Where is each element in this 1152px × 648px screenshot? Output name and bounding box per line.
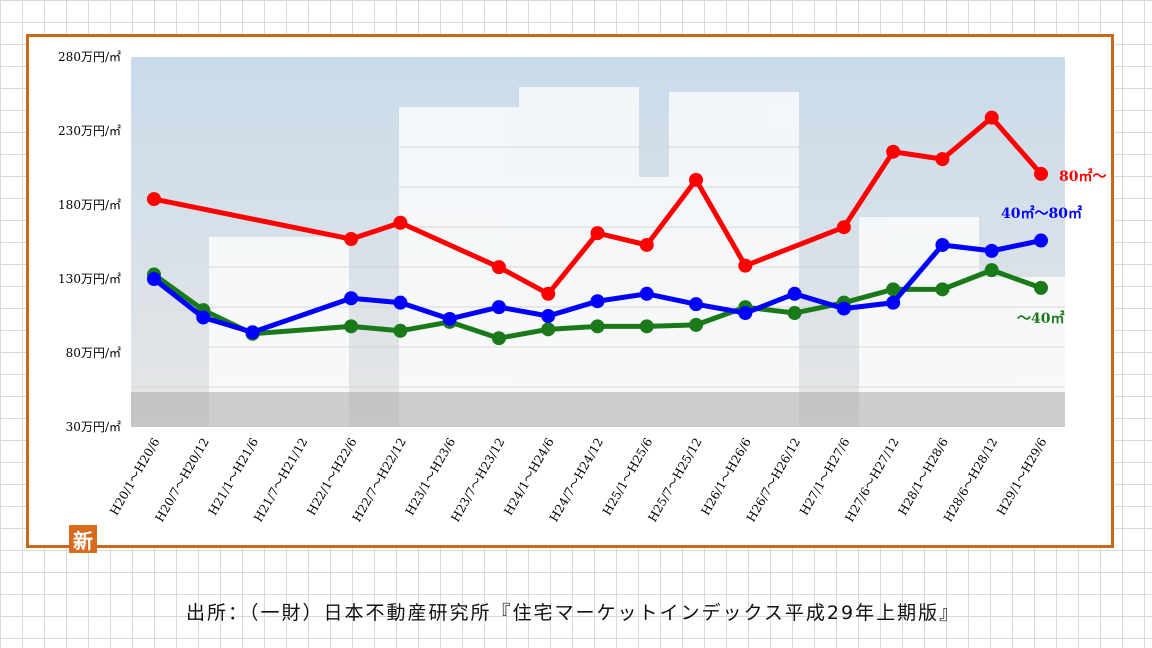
- series-label: 80㎡〜: [1059, 168, 1106, 185]
- series-label: 40㎡〜80㎡: [1001, 205, 1082, 222]
- data-point: [935, 282, 950, 297]
- data-point: [689, 317, 704, 332]
- x-tick-label: H27/1〜H27/6: [797, 436, 853, 518]
- data-point: [836, 220, 851, 235]
- y-tick-label: 280万円/㎡: [58, 50, 121, 64]
- data-point: [639, 319, 654, 334]
- data-point: [196, 310, 211, 325]
- data-point: [935, 152, 950, 167]
- series-1: [147, 233, 1048, 340]
- data-point: [245, 325, 260, 340]
- data-point: [590, 226, 605, 241]
- x-tick-label: H20/7〜H20/12: [153, 436, 212, 525]
- data-point: [984, 243, 999, 258]
- data-point: [344, 232, 359, 247]
- data-point: [639, 286, 654, 301]
- data-point: [639, 237, 654, 252]
- x-tick-label: H29/1〜H29/6: [994, 436, 1050, 518]
- data-point: [590, 319, 605, 334]
- series-labels: 80㎡〜 40㎡〜80㎡〜40㎡: [1001, 168, 1106, 327]
- data-point: [836, 301, 851, 316]
- y-tick-label: 130万円/㎡: [58, 272, 121, 286]
- x-tick-label: H23/7〜H23/12: [448, 436, 507, 525]
- x-tick-label: H21/1〜H21/6: [206, 436, 262, 518]
- series-label: 〜40㎡: [1017, 310, 1064, 327]
- data-point: [886, 282, 901, 297]
- data-point: [738, 306, 753, 321]
- x-tick-label: H22/7〜H22/12: [350, 436, 409, 525]
- data-point: [147, 192, 161, 207]
- x-tick-label: H20/1〜H20/6: [107, 436, 163, 518]
- x-tick-label: H24/7〜H24/12: [547, 436, 606, 525]
- data-point: [442, 311, 457, 326]
- data-point: [541, 309, 556, 323]
- series-line: [152, 238, 1042, 335]
- y-tick-label: 230万円/㎡: [58, 124, 121, 138]
- x-axis: H20/1〜H20/6H20/7〜H20/12H21/1〜H21/6H21/7〜…: [107, 435, 1050, 524]
- data-point: [393, 323, 408, 338]
- series-line: [153, 115, 1043, 297]
- data-point: [984, 110, 999, 125]
- data-point: [491, 260, 506, 275]
- data-point: [1034, 166, 1048, 181]
- data-point: [393, 295, 408, 310]
- data-point: [491, 331, 506, 346]
- y-tick-label: 80万円/㎡: [66, 346, 121, 360]
- data-point: [344, 319, 359, 334]
- data-point: [147, 272, 161, 286]
- new-badge: 新: [69, 525, 97, 553]
- x-tick-label: H23/1〜H23/6: [403, 435, 459, 517]
- y-axis: 280万円/㎡ 230万円/㎡ 180万円/㎡ 130万円/㎡ 80万円/㎡ 30万円/㎡: [58, 50, 121, 434]
- data-point: [886, 144, 901, 159]
- line-chart: 280万円/㎡ 230万円/㎡ 180万円/㎡ 130万円/㎡ 80万円/㎡ 30万円/㎡…: [58, 50, 1106, 524]
- chart-frame: 280万円/㎡ 230万円/㎡ 180万円/㎡ 130万円/㎡ 80万円/㎡ 30万円/㎡…: [26, 34, 1114, 553]
- data-point: [886, 295, 901, 310]
- x-tick-label: H26/1〜H26/6: [698, 436, 754, 518]
- x-tick-label: H28/1〜H28/6: [896, 436, 952, 518]
- x-tick-label: H21/7〜H21/12: [251, 436, 310, 525]
- x-tick-label: H28/6〜H28/12: [941, 435, 1000, 524]
- data-point: [1034, 233, 1048, 248]
- x-tick-label: H25/1〜H25/6: [600, 436, 656, 518]
- data-point: [590, 294, 605, 309]
- data-point: [935, 237, 950, 252]
- data-point: [787, 286, 802, 301]
- data-point: [541, 322, 556, 337]
- series-layer: [147, 110, 1048, 346]
- data-point: [541, 286, 556, 301]
- data-point: [491, 300, 506, 315]
- x-tick-label: H24/1〜H24/6: [501, 436, 557, 518]
- x-tick-label: H26/7〜H26/12: [744, 436, 803, 525]
- data-point: [787, 306, 802, 321]
- y-tick-label: 180万円/㎡: [58, 198, 121, 212]
- data-point: [689, 297, 704, 312]
- data-point: [1034, 280, 1048, 295]
- data-point: [984, 263, 999, 278]
- plot-background-photo: [131, 57, 1065, 427]
- data-point: [393, 215, 408, 230]
- x-tick-label: H22/1〜H22/6: [304, 436, 360, 518]
- data-point: [738, 258, 753, 273]
- y-tick-label: 30万円/㎡: [66, 420, 121, 434]
- data-point: [344, 291, 359, 306]
- x-tick-label: H27/6〜H27/12: [842, 436, 901, 525]
- data-point: [689, 172, 704, 187]
- x-tick-label: H25/7〜H25/12: [645, 436, 704, 525]
- source-caption: 出所：（一財）日本不動産研究所『住宅マーケットインデックス平成29年上期版』: [186, 602, 961, 624]
- series-0: [147, 110, 1048, 301]
